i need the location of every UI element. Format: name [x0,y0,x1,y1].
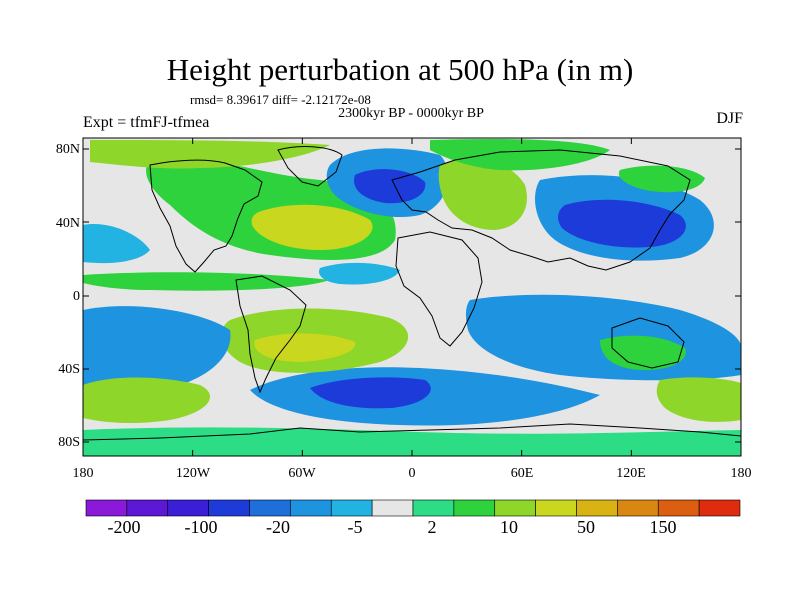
australia-positive [600,335,686,370]
greenland-coast [277,146,343,187]
colorbar-box-13 [617,499,659,517]
arctic-canada-positive [90,140,330,169]
axis-ticks [82,138,742,456]
colorbar-box-1 [126,499,169,517]
period-label: 2300kyr BP - 0000kyr BP [338,106,484,121]
eurasia-coast [391,149,691,271]
colorbar-box-5 [290,499,332,517]
colorbar-box-8 [412,499,455,517]
season-label: DJF [716,110,743,127]
australia-coast [611,317,685,369]
colorbar-box-10 [494,499,536,517]
colorbar-box-14 [657,499,700,517]
africa-coast [395,231,483,347]
lon-label-60e: 60E [510,466,534,481]
lat-label-40s: 40S [58,362,80,377]
colorbar-box-12 [576,499,618,517]
colorbar-box-9 [453,499,496,517]
antarctica-coast [83,423,741,441]
south-america-coast [235,275,307,394]
lon-label-180-east: 180 [730,466,752,481]
north-pacific-negative [83,224,150,264]
tropical-band-light [83,272,330,291]
colorbar-box-0 [85,499,128,517]
south-atlantic-core-negative [310,377,431,409]
north-atlantic-peak [251,204,373,250]
map-title: Height perturbation at 500 hPa (in m) [166,52,634,87]
south-pacific-negative [83,306,231,394]
east-asia-core-negative [558,199,686,248]
colorbar-label-neg100: -100 [184,517,218,537]
colorbar-box-11 [535,499,577,517]
colorbar-label-neg20: -20 [266,517,290,537]
colorbar-box-6 [330,499,373,517]
lat-label-80s: 80S [58,435,80,450]
lat-label-80n: 80N [55,142,80,157]
lon-label-0: 0 [408,466,416,481]
colorbar-box-4 [249,499,291,517]
colorbar-label-10: 10 [500,517,518,537]
colorbar-box-15 [698,499,741,517]
experiment-label: Expt = tfmFJ-tfmea [83,114,210,131]
colorbar-box-3 [208,499,250,517]
lon-label-120e: 120E [616,466,646,481]
lon-label-120w: 120W [175,466,211,481]
equatorial-atlantic-negative [319,262,400,285]
colorbar-label-150: 150 [649,517,677,537]
colorbar-box-2 [167,499,209,517]
colorbar [85,499,741,517]
bering-positive [618,165,705,193]
europe-core-negative [354,169,426,204]
lon-label-60w: 60W [288,466,316,481]
arctic-siberia-positive [430,139,610,171]
eastern-europe-positive [438,157,527,230]
north-america-coast [149,159,263,273]
colorbar-label-neg5: -5 [347,517,363,537]
coastlines [83,146,741,441]
map-plot-area [83,138,741,456]
southeast-pacific-positive [656,377,741,422]
lat-label-40n: 40N [55,216,80,231]
south-america-peak [254,333,356,362]
colorbar-label-neg200: -200 [107,517,141,537]
colorbar-label-2: 2 [427,517,437,537]
south-pacific-positive [83,377,210,424]
colorbar-label-50: 50 [577,517,595,537]
lat-label-0: 0 [73,289,80,304]
colorbar-box-7 [371,499,414,517]
lon-label-180-west: 180 [72,466,94,481]
rmsd-stats: rmsd= 8.39617 diff= -2.12172e-08 [190,92,371,107]
